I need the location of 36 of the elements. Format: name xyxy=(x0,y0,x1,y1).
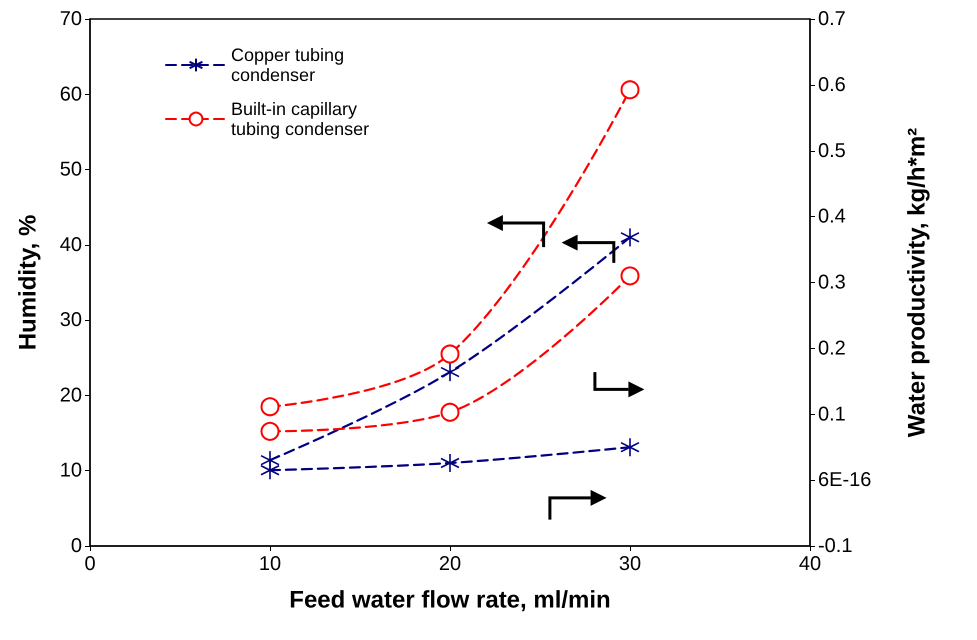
y2-tick-label: 0.6 xyxy=(818,74,846,96)
point xyxy=(260,397,280,416)
point xyxy=(620,228,640,248)
x-axis-title: Feed water flow rate, ml/min xyxy=(289,586,611,614)
legend-label: Built-in capillary tubing condenser xyxy=(231,99,370,139)
y-tick-label: 20 xyxy=(60,384,82,406)
point xyxy=(620,80,640,100)
point xyxy=(440,453,460,473)
y-axis-title: Humidity, % xyxy=(14,214,42,350)
point xyxy=(440,402,460,422)
y2-axis-title: Water productivity, kg/h*m² xyxy=(904,128,930,438)
y2-tick-label: 0.5 xyxy=(818,140,846,162)
x-tick-label: 0 xyxy=(84,553,96,575)
x-tick-label: 30 xyxy=(618,553,642,575)
legend-label: Copper tubing condenser xyxy=(231,45,350,85)
y-tick-label: 30 xyxy=(60,309,82,332)
y2-tick-label: 0.3 xyxy=(818,272,846,294)
x-tick-label: 20 xyxy=(438,553,462,575)
y2-tick-label: 0.1 xyxy=(818,403,846,426)
x-tick-label: 10 xyxy=(258,553,282,575)
point xyxy=(440,344,460,364)
y-tick-label: 70 xyxy=(60,8,82,30)
y-tick-label: 50 xyxy=(60,158,82,181)
y2-tick-label: 0.2 xyxy=(818,337,846,360)
point xyxy=(260,422,280,441)
y-tick-label: 60 xyxy=(60,83,82,106)
y2-tick-label: 0.7 xyxy=(818,8,846,30)
point xyxy=(260,460,280,480)
y-tick-label: 10 xyxy=(60,460,82,482)
y2-tick-label: 6E-16 xyxy=(818,469,872,492)
y2-tick-label: 0.4 xyxy=(818,206,846,228)
point xyxy=(620,266,640,286)
y-tick-label: 0 xyxy=(70,535,82,557)
point xyxy=(440,362,460,382)
point xyxy=(620,437,640,457)
y-tick-label: 40 xyxy=(60,234,82,256)
